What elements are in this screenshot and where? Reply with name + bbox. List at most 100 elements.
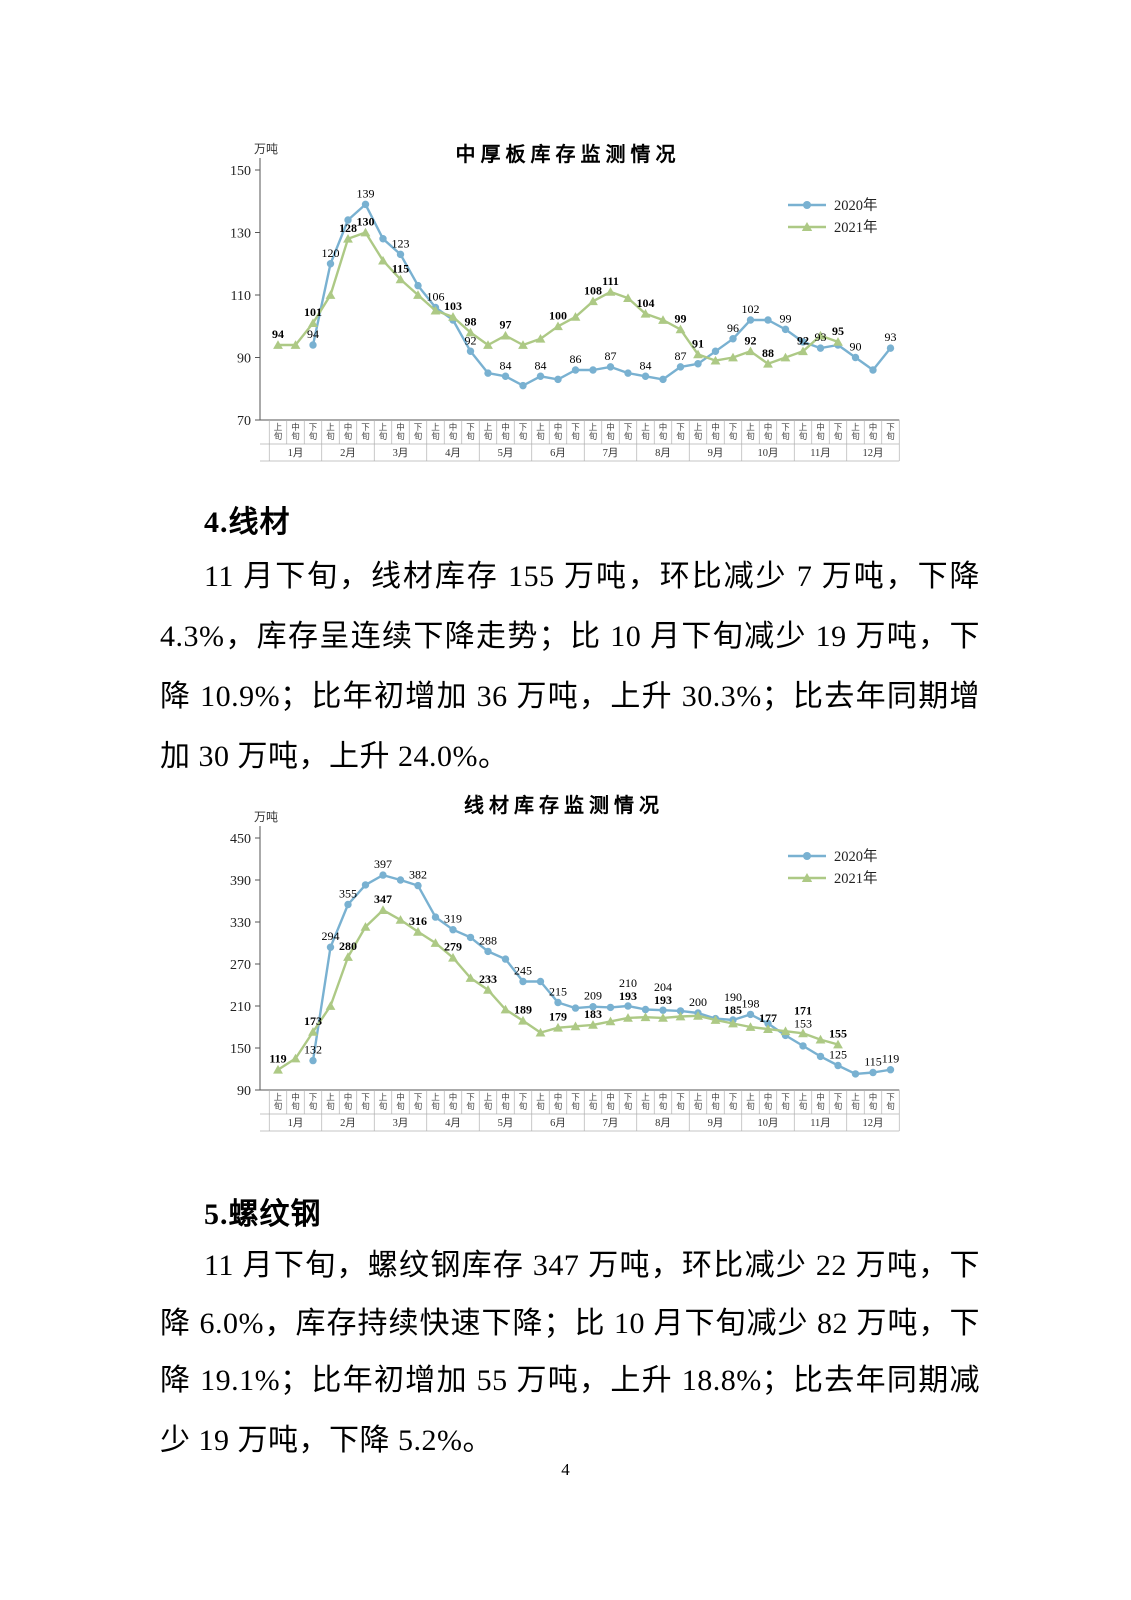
data-point-marker xyxy=(290,340,301,349)
point-value-label: 94 xyxy=(272,327,284,341)
chart-wire-rod-inventory: 线材库存监测情况 万吨 450 390 330 270 210 150 90 上旬中旬下旬上旬中旬… xyxy=(228,788,910,1138)
point-value-label: 119 xyxy=(269,1052,286,1066)
x-period-label: 旬 xyxy=(326,431,335,441)
x-period-label: 中 xyxy=(396,1092,405,1102)
x-period-label: 旬 xyxy=(694,431,703,441)
x-period-label: 旬 xyxy=(746,1101,755,1111)
x-period-label: 旬 xyxy=(396,1101,405,1111)
x-period-label: 旬 xyxy=(641,431,650,441)
point-value-label: 97 xyxy=(500,318,512,332)
paragraph-line: 降 10.9%；比年初增加 36 万吨，上升 30.3%；比去年同期增 xyxy=(160,680,980,713)
data-point-marker xyxy=(554,375,562,384)
x-month-label: 1月 xyxy=(288,1117,304,1129)
point-value-label: 86 xyxy=(570,352,582,366)
x-period-label: 下 xyxy=(466,1092,475,1102)
point-value-label: 84 xyxy=(500,358,512,372)
data-point-marker xyxy=(588,1020,598,1029)
point-value-label: 183 xyxy=(584,1007,602,1021)
x-period-label: 旬 xyxy=(676,431,685,441)
x-period-label: 旬 xyxy=(799,431,808,441)
point-value-label: 87 xyxy=(605,349,617,363)
x-period-label: 下 xyxy=(309,1092,318,1102)
data-point-marker xyxy=(344,216,352,224)
x-period-label: 上 xyxy=(484,422,493,432)
data-point-marker xyxy=(360,922,371,931)
y-axis-unit-label: 万吨 xyxy=(254,142,278,156)
data-point-marker xyxy=(676,1007,685,1015)
data-point-marker xyxy=(519,381,527,390)
x-period-label: 中 xyxy=(344,1092,353,1102)
y-tick-label: 330 xyxy=(230,916,251,931)
point-value-label: 200 xyxy=(689,995,707,1009)
y-tick-label: 150 xyxy=(230,164,251,179)
data-point-marker xyxy=(273,1064,283,1074)
x-period-label: 旬 xyxy=(379,1101,388,1111)
y-tick-label: 210 xyxy=(230,1000,251,1015)
data-point-marker xyxy=(589,1003,597,1011)
data-point-marker xyxy=(396,876,405,884)
data-point-marker xyxy=(519,977,527,986)
data-point-marker xyxy=(799,1042,807,1050)
x-period-label: 上 xyxy=(589,1092,598,1102)
data-point-marker xyxy=(816,344,825,352)
x-period-label: 下 xyxy=(676,1092,685,1102)
x-month-label: 3月 xyxy=(393,1117,409,1129)
y-tick-label: 130 xyxy=(230,227,251,242)
x-period-label: 下 xyxy=(886,1092,895,1102)
x-period-label: 旬 xyxy=(746,431,755,441)
point-value-label: 128 xyxy=(339,221,357,235)
point-value-label: 155 xyxy=(829,1027,847,1041)
y-tick-label: 150 xyxy=(230,1042,251,1057)
point-value-label: 120 xyxy=(322,246,340,260)
x-period-label: 上 xyxy=(326,422,335,432)
point-value-label: 96 xyxy=(727,321,739,335)
x-month-label: 5月 xyxy=(498,447,514,459)
x-month-label: 5月 xyxy=(498,1117,514,1129)
point-value-label: 111 xyxy=(602,274,619,288)
x-period-label: 旬 xyxy=(536,1101,545,1111)
data-point-marker xyxy=(763,358,773,368)
x-period-label: 下 xyxy=(781,1092,790,1102)
x-month-label: 7月 xyxy=(603,1117,619,1129)
x-period-label: 旬 xyxy=(274,1101,283,1111)
x-period-label: 旬 xyxy=(606,431,615,441)
x-period-label: 旬 xyxy=(291,1101,300,1111)
x-period-label: 中 xyxy=(711,1092,720,1102)
point-value-label: 210 xyxy=(619,976,637,990)
x-period-label: 旬 xyxy=(606,1101,615,1111)
x-period-label: 上 xyxy=(851,1092,860,1102)
data-point-marker xyxy=(501,372,510,380)
data-point-marker xyxy=(623,293,633,303)
data-point-marker xyxy=(448,312,458,321)
x-period-label: 上 xyxy=(799,422,808,432)
point-value-label: 104 xyxy=(637,296,655,310)
x-period-label: 下 xyxy=(361,422,370,432)
x-period-label: 旬 xyxy=(414,431,423,441)
x-period-label: 旬 xyxy=(851,1101,860,1111)
x-period-label: 上 xyxy=(274,422,283,432)
point-value-label: 233 xyxy=(479,972,497,986)
x-period-label: 旬 xyxy=(729,431,738,441)
x-period-label: 上 xyxy=(379,1092,388,1102)
x-period-label: 旬 xyxy=(466,431,475,441)
data-point-marker xyxy=(343,952,353,961)
legend-label: 2021年 xyxy=(834,219,878,236)
x-period-label: 旬 xyxy=(379,431,388,441)
data-point-marker xyxy=(641,1005,650,1014)
x-period-label: 中 xyxy=(291,422,300,432)
x-period-label: 上 xyxy=(274,1092,283,1102)
x-period-label: 旬 xyxy=(519,431,528,441)
data-point-marker xyxy=(833,1039,843,1049)
x-period-label: 下 xyxy=(519,422,528,432)
x-period-label: 旬 xyxy=(484,1101,493,1111)
point-value-label: 95 xyxy=(832,324,844,338)
point-value-label: 93 xyxy=(885,330,897,344)
x-period-label: 上 xyxy=(746,422,755,432)
point-value-label: 319 xyxy=(444,912,462,926)
data-point-marker xyxy=(378,255,388,265)
data-point-marker xyxy=(379,871,387,879)
data-point-marker xyxy=(361,881,370,889)
point-value-label: 99 xyxy=(780,311,792,325)
x-period-label: 旬 xyxy=(466,1101,475,1111)
